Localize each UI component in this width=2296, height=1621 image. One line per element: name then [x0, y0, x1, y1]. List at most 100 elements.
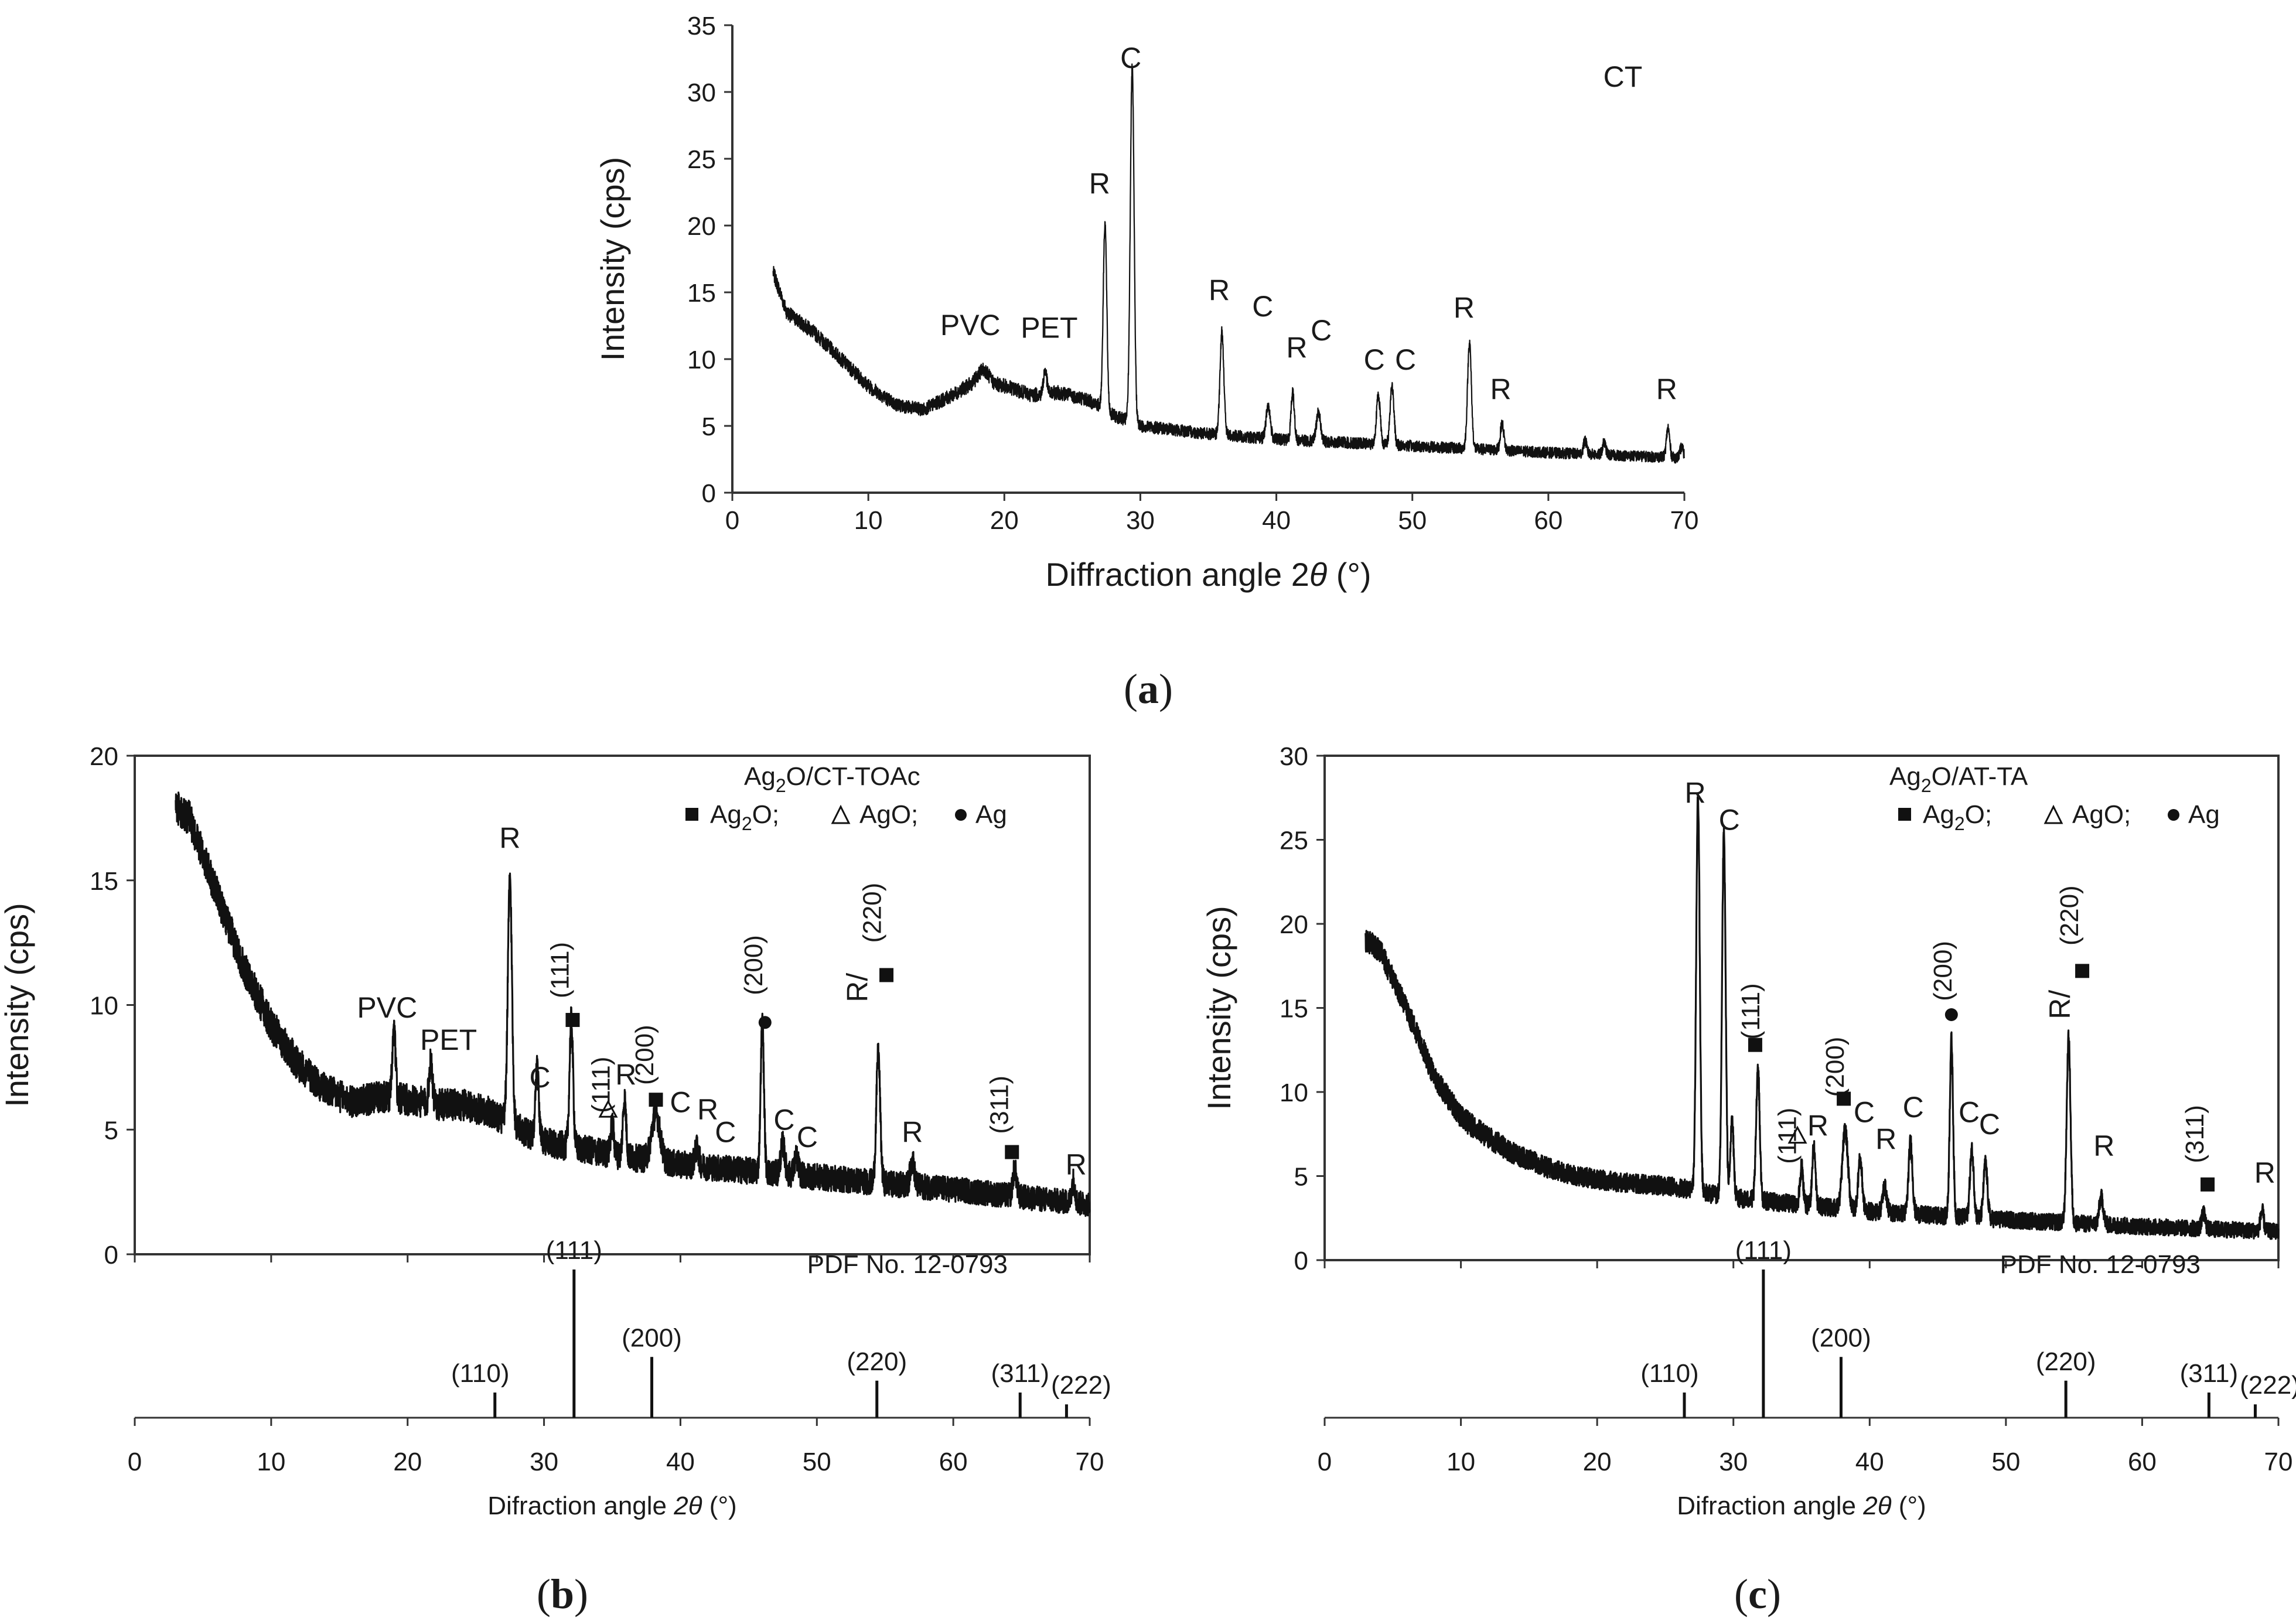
ref-x-tick-label: 30 — [1719, 1448, 1748, 1476]
y-axis-label: Intensity (cps) — [1200, 906, 1237, 1110]
panel-a-caption: (a) — [1124, 666, 1173, 712]
peak-label: R — [1089, 167, 1110, 200]
x-tick-label: 10 — [854, 506, 883, 535]
legend-square-icon — [1898, 808, 1911, 821]
y-tick-label: 10 — [687, 346, 716, 374]
marker-triangle — [598, 1100, 618, 1118]
peak-label: R — [1875, 1123, 1896, 1156]
peak-label: C — [1252, 290, 1273, 323]
marker-square — [2201, 1177, 2215, 1192]
peak-label: (200) — [1929, 941, 1957, 1001]
ref-line-label: (200) — [622, 1323, 682, 1352]
chart-title: CT — [1604, 60, 1643, 93]
peak-label: (200) — [739, 935, 768, 995]
panel-a-chart: 0 5 10 15 20 25 30 35 0 10 20 30 40 50 60 70 Intensity (… — [594, 12, 1698, 593]
peak-label: (311) — [2181, 1105, 2209, 1163]
ref-x-tick-label: 40 — [666, 1448, 695, 1476]
ref-x-tick-label: 0 — [1318, 1448, 1332, 1476]
marker-square — [565, 1013, 580, 1028]
peak-label: (311) — [985, 1076, 1014, 1134]
chart-title: Ag2O/CT-TOAc — [744, 762, 920, 796]
marker-square — [1748, 1038, 1762, 1052]
ref-line-label: (110) — [451, 1359, 509, 1388]
peak-label: C — [1719, 803, 1740, 836]
marker-square — [649, 1093, 663, 1107]
x-tick-label: 30 — [1126, 506, 1155, 535]
legend-subscript: 2 — [742, 813, 752, 834]
title-text: O/AT-TA — [1932, 762, 2028, 791]
peak-label: (111) — [586, 1057, 615, 1113]
peak-label: R — [1066, 1148, 1087, 1181]
peak-label: (200) — [1821, 1037, 1850, 1097]
title-subscript: 2 — [1921, 775, 1932, 796]
peak-label: R/ — [2043, 990, 2076, 1019]
peak-label: PET — [420, 1023, 477, 1056]
ref-x-tick-label: 20 — [393, 1448, 422, 1476]
y-tick-label: 30 — [1280, 742, 1308, 771]
ref-x-tick-label: 50 — [803, 1448, 831, 1476]
y-tick-label: 30 — [687, 79, 716, 107]
ref-x-tick-label: 40 — [1855, 1448, 1884, 1476]
y-tick-label: 10 — [1280, 1079, 1308, 1107]
ref-line-label: (111) — [1735, 1236, 1792, 1265]
marker-square — [879, 968, 894, 982]
x-axis-label: Diffraction angle 2θ (°) — [1046, 556, 1372, 593]
x-axis-label-unit: (°) — [702, 1492, 737, 1520]
ref-line-label: (200) — [1811, 1323, 1871, 1352]
y-tick-label: 5 — [702, 412, 716, 441]
peak-label: R — [2254, 1156, 2275, 1189]
peak-label: C — [1959, 1096, 1980, 1129]
y-tick-label: 20 — [1280, 910, 1308, 939]
x-tick-label: 0 — [725, 506, 739, 535]
legend-ago: AgO; — [2072, 800, 2131, 829]
x-axis-label-theta: 2θ — [673, 1492, 702, 1520]
x-tick-label: 20 — [990, 506, 1019, 535]
x-axis-label-theta: 2θ — [1862, 1492, 1891, 1520]
ref-line-label: (311) — [2180, 1359, 2238, 1388]
ref-line-label: (311) — [991, 1359, 1049, 1388]
marker-square — [1005, 1145, 1019, 1159]
ref-line-label: (111) — [546, 1236, 602, 1265]
peak-label: C — [1311, 314, 1332, 347]
panel-c-caption: (c) — [1734, 1571, 1781, 1617]
y-tick-label: 0 — [702, 479, 716, 508]
legend-text: Ag — [1923, 800, 1954, 829]
legend-text: O; — [1965, 800, 1992, 829]
y-tick-label: 20 — [90, 742, 118, 771]
legend-ag2o: Ag2O; — [1923, 800, 1992, 834]
x-axis-label-text: Difraction angle — [487, 1492, 674, 1520]
ref-line-label: (220) — [847, 1347, 907, 1376]
x-axis-label-text: Difraction angle — [1677, 1492, 1863, 1520]
ref-x-tick-label: 20 — [1583, 1448, 1612, 1476]
x-axis-label-unit: (°) — [1327, 556, 1371, 593]
legend-subscript: 2 — [1954, 813, 1965, 834]
title-text: Ag — [744, 762, 776, 791]
peak-label: C — [1364, 343, 1385, 376]
peak-label: R — [1656, 373, 1677, 405]
series-line — [1364, 792, 2280, 1240]
ref-x-tick-label: 30 — [530, 1448, 558, 1476]
x-tick-label: 50 — [1398, 506, 1427, 535]
legend-circle-icon — [955, 809, 967, 821]
peak-label: C — [1979, 1108, 2000, 1141]
peak-label: R — [1209, 274, 1230, 307]
series-line — [175, 791, 1091, 1217]
pdf-reference: PDF No. 12-0793 — [807, 1250, 1008, 1279]
peak-label: R — [615, 1059, 636, 1091]
peak-label: C — [797, 1121, 818, 1154]
x-axis-label-theta: θ — [1309, 556, 1327, 593]
peak-label: C — [715, 1116, 736, 1149]
legend-ago: AgO; — [859, 800, 918, 829]
peak-label: R — [1454, 291, 1475, 324]
peak-label: C — [1120, 42, 1141, 74]
ref-x-tick-label: 0 — [128, 1448, 142, 1476]
x-axis-label: Difraction angle 2θ (°) — [487, 1492, 736, 1520]
legend-ag2o: Ag2O; — [710, 800, 779, 834]
ref-line-label: (222) — [1051, 1371, 1111, 1400]
ref-line-label: (222) — [2240, 1371, 2296, 1400]
legend-ag: Ag — [2188, 800, 2220, 829]
y-axis-label: Intensity (cps) — [594, 157, 631, 361]
y-tick-label: 15 — [1280, 995, 1308, 1023]
